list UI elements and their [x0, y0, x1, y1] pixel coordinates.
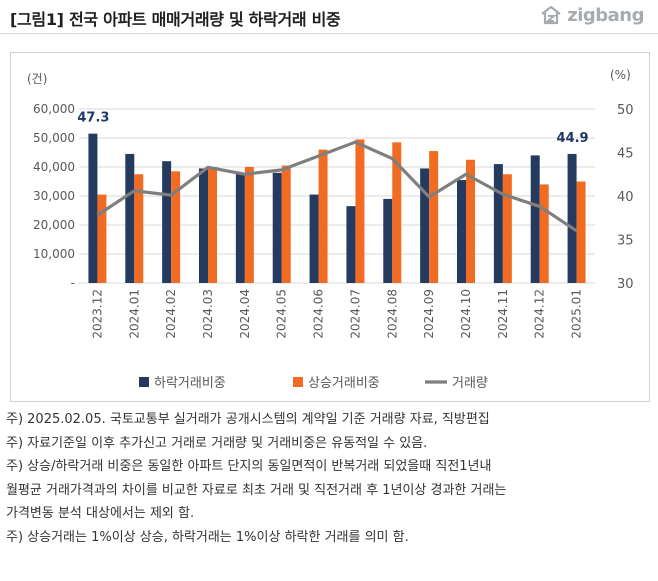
bar-decline: [457, 180, 466, 283]
x-tick-label: 2024.02: [164, 289, 178, 339]
x-tick-label: 2024.10: [459, 289, 473, 339]
bar-rise: [171, 171, 181, 283]
right-tick-label: 45: [617, 147, 634, 162]
bar-decline: [88, 133, 98, 283]
bar-rise: [539, 184, 549, 283]
x-tick-label: 2024.12: [533, 289, 547, 339]
right-tick-label: 35: [617, 234, 634, 249]
bar-decline: [346, 206, 356, 283]
bar-decline: [493, 164, 503, 283]
data-label: 47.3: [77, 111, 109, 126]
legend-label: 상승거래비중: [308, 376, 380, 391]
legend-swatch: [139, 377, 149, 387]
left-tick-label: 20,000: [33, 218, 75, 232]
legend-label: 거래량: [452, 376, 488, 391]
bar-decline: [235, 172, 245, 283]
bar-decline: [383, 198, 393, 283]
x-tick-label: 2024.08: [385, 289, 399, 339]
x-tick-label: 2024.09: [422, 289, 436, 339]
x-tick-label: 2025.01: [570, 289, 584, 339]
bar-rise: [576, 181, 586, 283]
chart-svg: - 10,000 20,000 30,000 40,000 50,000 60,000 30 3…: [27, 68, 634, 391]
bar-decline: [199, 168, 208, 283]
bar-decline: [272, 172, 282, 283]
line-volume: [96, 140, 578, 233]
left-tick-label: -: [71, 276, 75, 290]
bar-rise: [208, 167, 217, 283]
bar-rise: [355, 139, 365, 283]
bar-decline: [162, 161, 172, 283]
legend-swatch: [293, 377, 303, 387]
bar-rise: [466, 159, 475, 283]
chart-title: [그림1] 전국 아파트 매매거래량 및 하락거래 비중: [10, 10, 341, 29]
bar-rise: [281, 165, 291, 283]
bar-decline: [567, 153, 577, 283]
x-tick-label: 2024.01: [127, 289, 141, 339]
left-tick-label: 10,000: [33, 247, 75, 261]
bar-decline: [125, 153, 135, 283]
bar-rise: [318, 149, 328, 283]
chart-panel: - 10,000 20,000 30,000 40,000 50,000 60,000 30 3…: [10, 52, 650, 402]
right-tick-label: 50: [617, 103, 634, 118]
zigbang-logo-icon: [541, 5, 561, 25]
bar-rise: [392, 142, 402, 283]
bar-decline: [309, 194, 319, 283]
logo-text: zigbang: [567, 4, 644, 26]
brand-logo: zigbang: [539, 4, 644, 26]
footnote-definition-cont2: 가격변동 분석 대상에서는 제외 함.: [6, 506, 195, 521]
legend-label: 하락거래비중: [154, 376, 226, 391]
title-divider: [0, 33, 658, 34]
x-tick-label: 2024.06: [312, 289, 326, 339]
footnote-threshold: 주) 상승거래는 1%이상 상승, 하락거래는 1%이상 하락한 거래를 의미 …: [6, 529, 409, 545]
bar-rise: [97, 194, 107, 283]
bar-rise: [502, 174, 512, 283]
right-tick-label: 40: [617, 190, 634, 205]
x-tick-label: 2024.05: [275, 289, 289, 339]
bar-decline: [530, 155, 540, 283]
footnotes: 주) 2025.02.05. 국토교통부 실거래가 공개시스템의 계약일 기준 …: [6, 408, 654, 549]
right-axis-unit: (%): [610, 68, 631, 82]
footnote-definition: 주) 상승/하락거래 비중은 동일한 아파트 단지의 동일면적이 반복거래 되었…: [6, 459, 492, 474]
x-tick-label: 2024.04: [238, 289, 252, 339]
footnote-source: 주) 2025.02.05. 국토교통부 실거래가 공개시스템의 계약일 기준 …: [6, 412, 490, 427]
left-tick-label: 30,000: [33, 189, 75, 203]
bar-rise: [244, 167, 254, 283]
right-tick-label: 30: [617, 277, 634, 292]
footnote-reporting: 주) 자료기준일 이후 추가신고 거래로 거래량 및 거래비중은 유동적일 수 …: [6, 435, 428, 451]
left-tick-label: 40,000: [33, 160, 75, 174]
bar-rise: [429, 151, 439, 283]
x-tick-label: 2023.12: [90, 289, 104, 339]
footnote-definition-cont1: 월평균 거래가격과의 차이를 비교한 자료로 최초 거래 및 직전거래 후 1년…: [6, 482, 507, 498]
x-tick-label: 2024.07: [348, 289, 362, 339]
bar-decline: [420, 168, 430, 283]
x-tick-label: 2024.03: [201, 289, 215, 339]
left-tick-label: 60,000: [33, 102, 75, 116]
left-axis-unit: (건): [27, 72, 47, 86]
bar-rise: [134, 174, 144, 283]
left-tick-label: 50,000: [33, 131, 75, 145]
data-label: 44.9: [557, 131, 589, 146]
x-tick-label: 2024.11: [496, 289, 510, 339]
